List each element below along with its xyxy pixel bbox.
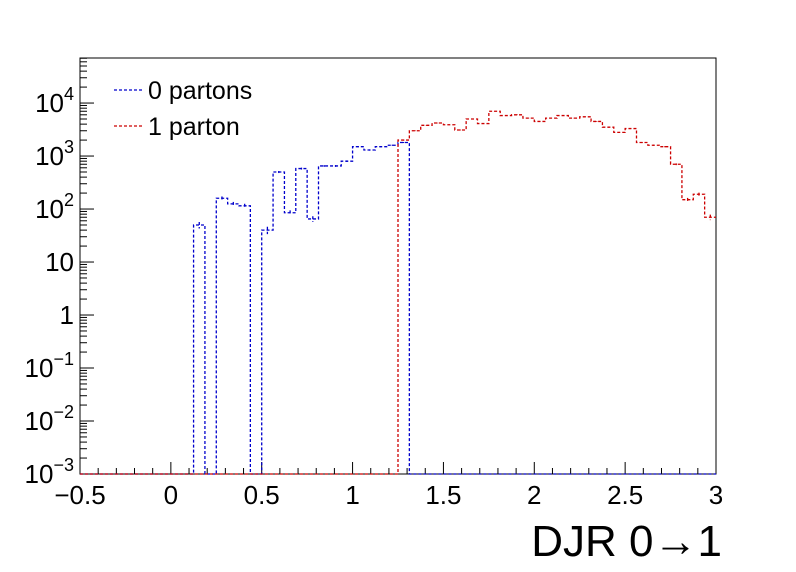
series-outline — [80, 141, 716, 475]
series-0 — [80, 141, 716, 475]
y-axis: 10−3 10−2 10−1 1 10 102 103 104 — [25, 57, 94, 489]
x-tick-label: 2.5 — [607, 480, 643, 510]
y-tick-label: 102 — [35, 190, 74, 224]
x-axis: −0.5 0 0.5 1 1.5 2 2.5 3 — [54, 462, 723, 510]
x-tick-label: 1 — [345, 480, 359, 510]
legend-label: 1 parton — [148, 113, 240, 141]
series-1 — [80, 110, 716, 475]
x-tick-label: 2 — [527, 480, 541, 510]
series-outline — [80, 110, 716, 475]
y-tick-label: 10−3 — [25, 455, 74, 489]
x-tick-label: 1.5 — [425, 480, 461, 510]
y-tick-label: 10 — [45, 247, 74, 277]
series-layer — [80, 110, 716, 475]
y-tick-label: 10−1 — [25, 349, 74, 383]
legend-label: 0 partons — [148, 77, 252, 105]
x-tick-label: 0.5 — [244, 480, 280, 510]
y-tick-label: 104 — [35, 84, 74, 118]
legend: 0 partons 1 parton — [114, 77, 252, 141]
x-tick-label: 3 — [709, 480, 723, 510]
y-tick-label: 103 — [35, 137, 74, 171]
x-tick-label: −0.5 — [54, 480, 105, 510]
x-axis-title: DJR 0→1 — [531, 517, 722, 566]
y-tick-label: 10−2 — [25, 402, 74, 436]
x-tick-label: 0 — [164, 480, 178, 510]
y-tick-label: 1 — [60, 300, 74, 330]
